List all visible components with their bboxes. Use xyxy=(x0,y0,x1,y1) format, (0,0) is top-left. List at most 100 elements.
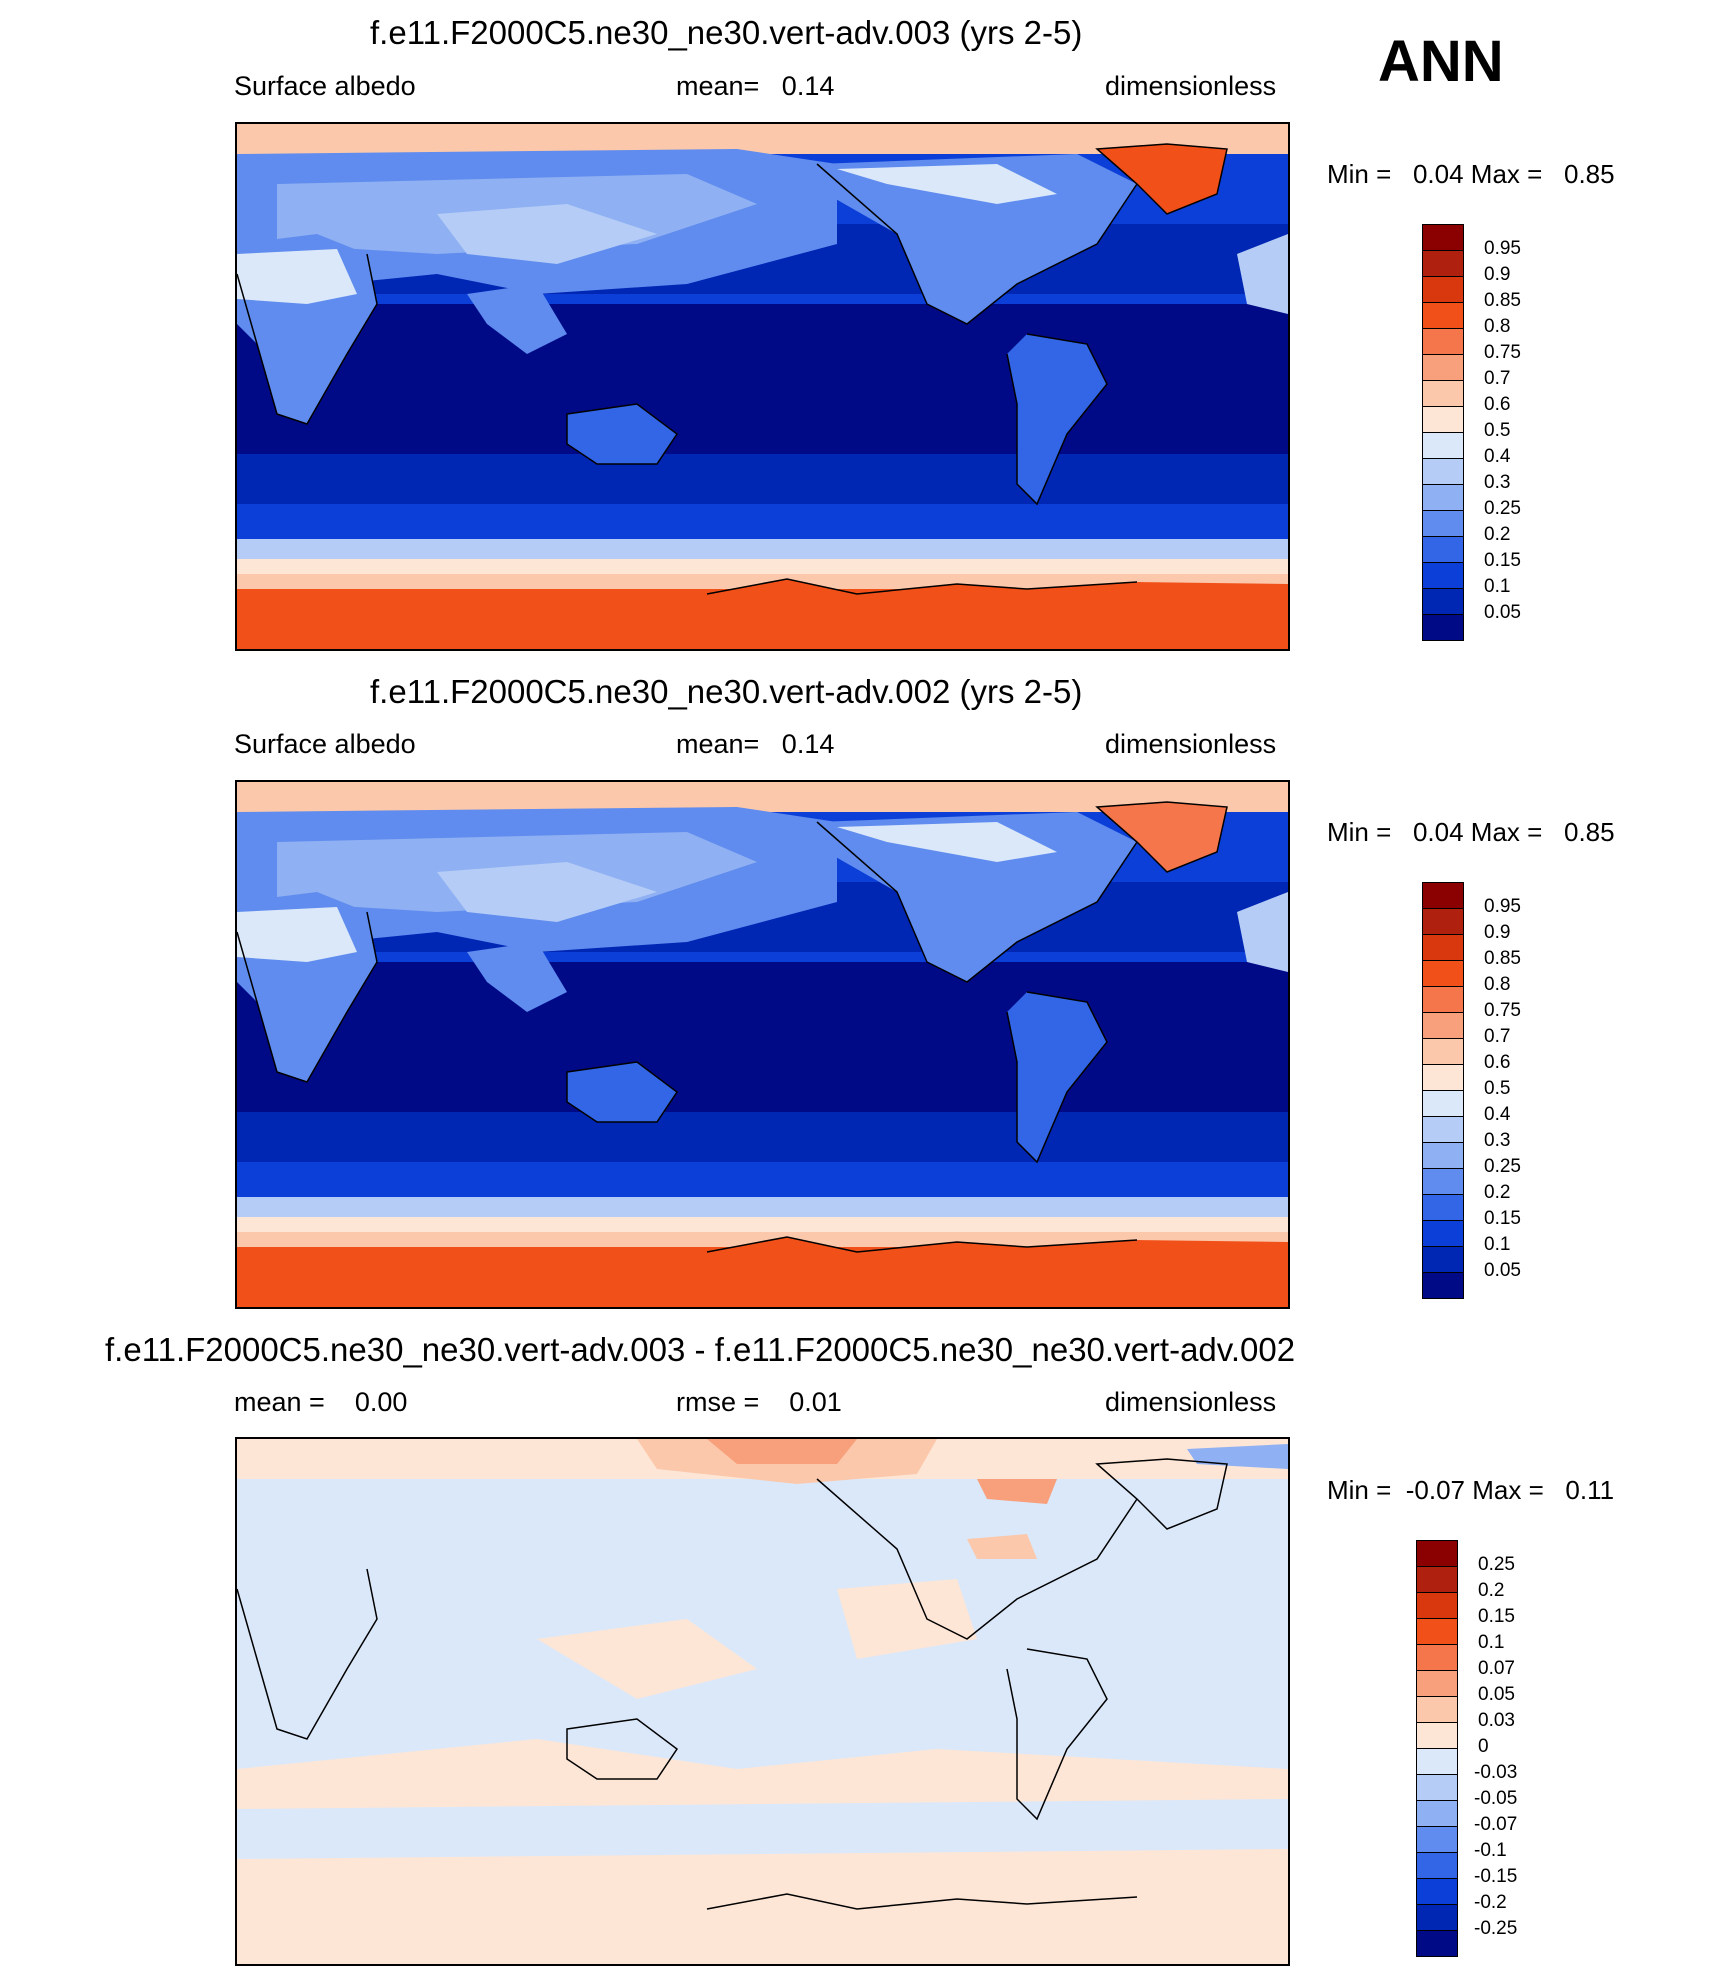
colorbar-tick-label: 0.5 xyxy=(1484,420,1511,441)
colorbar-tick-label: 0.75 xyxy=(1484,1000,1521,1021)
colorbar-tick-label: 0.4 xyxy=(1484,1104,1511,1125)
colorbar-tick-label: 0.75 xyxy=(1484,342,1521,363)
panel-3-map xyxy=(235,1437,1290,1966)
colorbar-cell xyxy=(1422,960,1464,987)
colorbar-tick-label: -0.05 xyxy=(1474,1788,1518,1809)
panel-3-units-label: dimensionless xyxy=(1105,1387,1277,1417)
colorbar-cell xyxy=(1422,614,1464,641)
panel-3-mean-label: mean = 0.00 xyxy=(234,1387,408,1417)
colorbar-tick-label: 0.8 xyxy=(1484,974,1511,995)
colorbar-cell xyxy=(1416,1722,1458,1749)
colorbar-tick-label: -0.03 xyxy=(1474,1762,1518,1783)
colorbar-cell xyxy=(1422,536,1464,563)
colorbar-tick-label: -0.2 xyxy=(1474,1892,1507,1913)
colorbar-tick-label: -0.25 xyxy=(1474,1918,1518,1939)
colorbar-cell xyxy=(1422,354,1464,381)
colorbar-tick-label: 0.15 xyxy=(1484,1208,1521,1229)
panel-3-map-svg xyxy=(237,1439,1288,1964)
season-label: ANN xyxy=(1378,29,1504,94)
colorbar-tick-label: 0.7 xyxy=(1484,1026,1511,1047)
colorbar-cell xyxy=(1416,1826,1458,1853)
colorbar-tick-label: 0.07 xyxy=(1478,1658,1515,1679)
colorbar-tick-label: 0.85 xyxy=(1484,290,1521,311)
colorbar-tick-label: 0.03 xyxy=(1478,1710,1515,1731)
colorbar-cell xyxy=(1422,1012,1464,1039)
colorbar-tick-label: 0.9 xyxy=(1484,264,1511,285)
colorbar-tick-label: 0.2 xyxy=(1484,524,1511,545)
colorbar-cell xyxy=(1416,1748,1458,1775)
colorbar-tick-label: 0.25 xyxy=(1484,1156,1521,1177)
colorbar-tick-label: 0.05 xyxy=(1484,602,1521,623)
colorbar-cell xyxy=(1416,1904,1458,1931)
colorbar-tick-label: 0.3 xyxy=(1484,1130,1511,1151)
colorbar-tick-label: 0.05 xyxy=(1478,1684,1515,1705)
panel-2-colorbar: 0.95 0.9 0.85 0.8 0.75 0.7 0.6 0.5 0.4 0.3 0.25 0.2… xyxy=(1422,882,1562,1299)
colorbar-cell xyxy=(1422,1090,1464,1117)
colorbar-cell xyxy=(1422,458,1464,485)
colorbar-tick-label: 0.05 xyxy=(1484,1260,1521,1281)
colorbar-tick-label: 0.15 xyxy=(1484,550,1521,571)
colorbar-tick-label: 0.3 xyxy=(1484,472,1511,493)
colorbar-cell xyxy=(1422,432,1464,459)
colorbar-cell xyxy=(1416,1566,1458,1593)
colorbar-cell xyxy=(1422,510,1464,537)
colorbar-cell xyxy=(1422,276,1464,303)
colorbar-tick-label: 0.85 xyxy=(1484,948,1521,969)
panel-2-units-label: dimensionless xyxy=(1105,729,1277,759)
panel-3-rmse-label: rmse = 0.01 xyxy=(676,1387,842,1417)
colorbar-tick-label: 0.1 xyxy=(1484,1234,1511,1255)
colorbar-tick-label: 0.7 xyxy=(1484,368,1511,389)
panel-3-colorbar: 0.25 0.2 0.15 0.1 0.07 0.05 0.03 0 -0.03 -0.05 -0.… xyxy=(1416,1540,1562,1957)
panel-1-variable-label: Surface albedo xyxy=(234,71,416,101)
colorbar-tick-label: 0.8 xyxy=(1484,316,1511,337)
panel-1-units-label: dimensionless xyxy=(1105,71,1277,101)
panel-2-min-max: Min = 0.04 Max = 0.85 xyxy=(1327,817,1615,847)
panel-1-title: f.e11.F2000C5.ne30_ne30.vert-adv.003 (yr… xyxy=(370,14,1083,51)
colorbar-cell xyxy=(1422,1194,1464,1221)
colorbar-cell xyxy=(1422,250,1464,277)
colorbar-cell xyxy=(1422,380,1464,407)
colorbar-tick-label: 0 xyxy=(1478,1736,1489,1757)
colorbar-cell xyxy=(1422,934,1464,961)
colorbar-tick-label: -0.15 xyxy=(1474,1866,1518,1887)
colorbar-tick-label: 0.1 xyxy=(1484,576,1511,597)
colorbar-cell xyxy=(1422,328,1464,355)
colorbar-tick-label: 0.95 xyxy=(1484,238,1521,259)
colorbar-cell xyxy=(1422,1168,1464,1195)
colorbar-tick-label: 0.5 xyxy=(1484,1078,1511,1099)
colorbar-cell xyxy=(1422,588,1464,615)
panel-3-min-max: Min = -0.07 Max = 0.11 xyxy=(1327,1475,1615,1505)
colorbar-tick-label: 0.25 xyxy=(1478,1554,1515,1575)
colorbar-cell xyxy=(1416,1670,1458,1697)
colorbar-cell xyxy=(1416,1644,1458,1671)
colorbar-cell xyxy=(1422,1142,1464,1169)
colorbar-tick-label: 0.4 xyxy=(1484,446,1511,467)
panel-1-min-max: Min = 0.04 Max = 0.85 xyxy=(1327,159,1615,189)
colorbar-cell xyxy=(1422,224,1464,251)
colorbar-cell xyxy=(1422,1116,1464,1143)
colorbar-cell xyxy=(1422,908,1464,935)
colorbar-cell xyxy=(1416,1540,1458,1567)
colorbar-cell xyxy=(1422,986,1464,1013)
colorbar-tick-label: -0.07 xyxy=(1474,1814,1518,1835)
panel-2-mean-label: mean= 0.14 xyxy=(676,729,835,759)
panel-1-map-svg xyxy=(237,124,1288,649)
panel-3-title: f.e11.F2000C5.ne30_ne30.vert-adv.003 - f… xyxy=(105,1331,1296,1368)
colorbar-cell xyxy=(1416,1592,1458,1619)
colorbar-tick-label: 0.15 xyxy=(1478,1606,1515,1627)
panel-2-map xyxy=(235,780,1290,1309)
colorbar-tick-label: 0.95 xyxy=(1484,896,1521,917)
panel-2-title: f.e11.F2000C5.ne30_ne30.vert-adv.002 (yr… xyxy=(370,673,1083,710)
colorbar-cell xyxy=(1416,1930,1458,1957)
colorbar-cell xyxy=(1416,1800,1458,1827)
colorbar-cell xyxy=(1422,1038,1464,1065)
colorbar-tick-label: 0.6 xyxy=(1484,394,1511,415)
colorbar-tick-label: 0.2 xyxy=(1484,1182,1511,1203)
colorbar-cell xyxy=(1422,1246,1464,1273)
colorbar-cell xyxy=(1416,1774,1458,1801)
panel-1-mean-label: mean= 0.14 xyxy=(676,71,835,101)
colorbar-cell xyxy=(1422,406,1464,433)
colorbar-tick-label: 0.9 xyxy=(1484,922,1511,943)
colorbar-cell xyxy=(1422,1220,1464,1247)
panel-2-variable-label: Surface albedo xyxy=(234,729,416,759)
